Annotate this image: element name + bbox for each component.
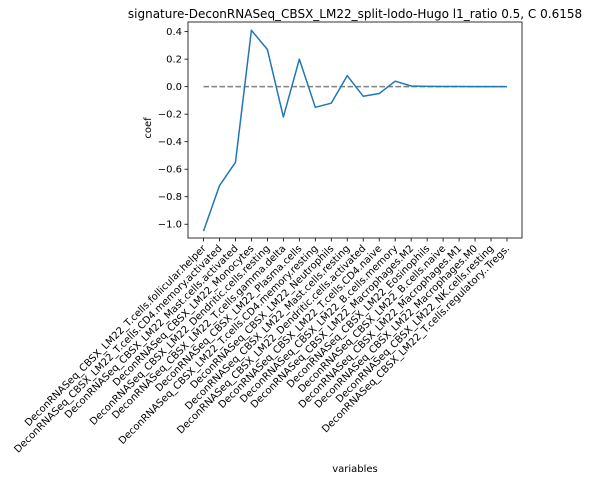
chart-title: signature-DeconRNASeq_CBSX_LM22_split-lo… [128, 7, 582, 21]
y-tick-label: 0.2 [166, 55, 182, 66]
coef-series-line [202, 29, 507, 232]
y-tick-label: −0.8 [158, 192, 182, 203]
y-tick-label: 0.4 [166, 27, 182, 38]
y-tick-label: −1.0 [158, 220, 182, 231]
x-axis-label: variables [332, 464, 378, 475]
plot-area: −1.0−0.8−0.6−0.4−0.20.00.20.4DeconRNASeq… [12, 21, 523, 455]
plot-frame [187, 21, 523, 239]
y-tick-label: 0.0 [166, 82, 182, 93]
y-axis-label: coef [143, 117, 154, 139]
y-tick-label: −0.2 [158, 110, 182, 121]
y-tick-label: −0.6 [158, 165, 182, 176]
y-tick-label: −0.4 [158, 137, 182, 148]
